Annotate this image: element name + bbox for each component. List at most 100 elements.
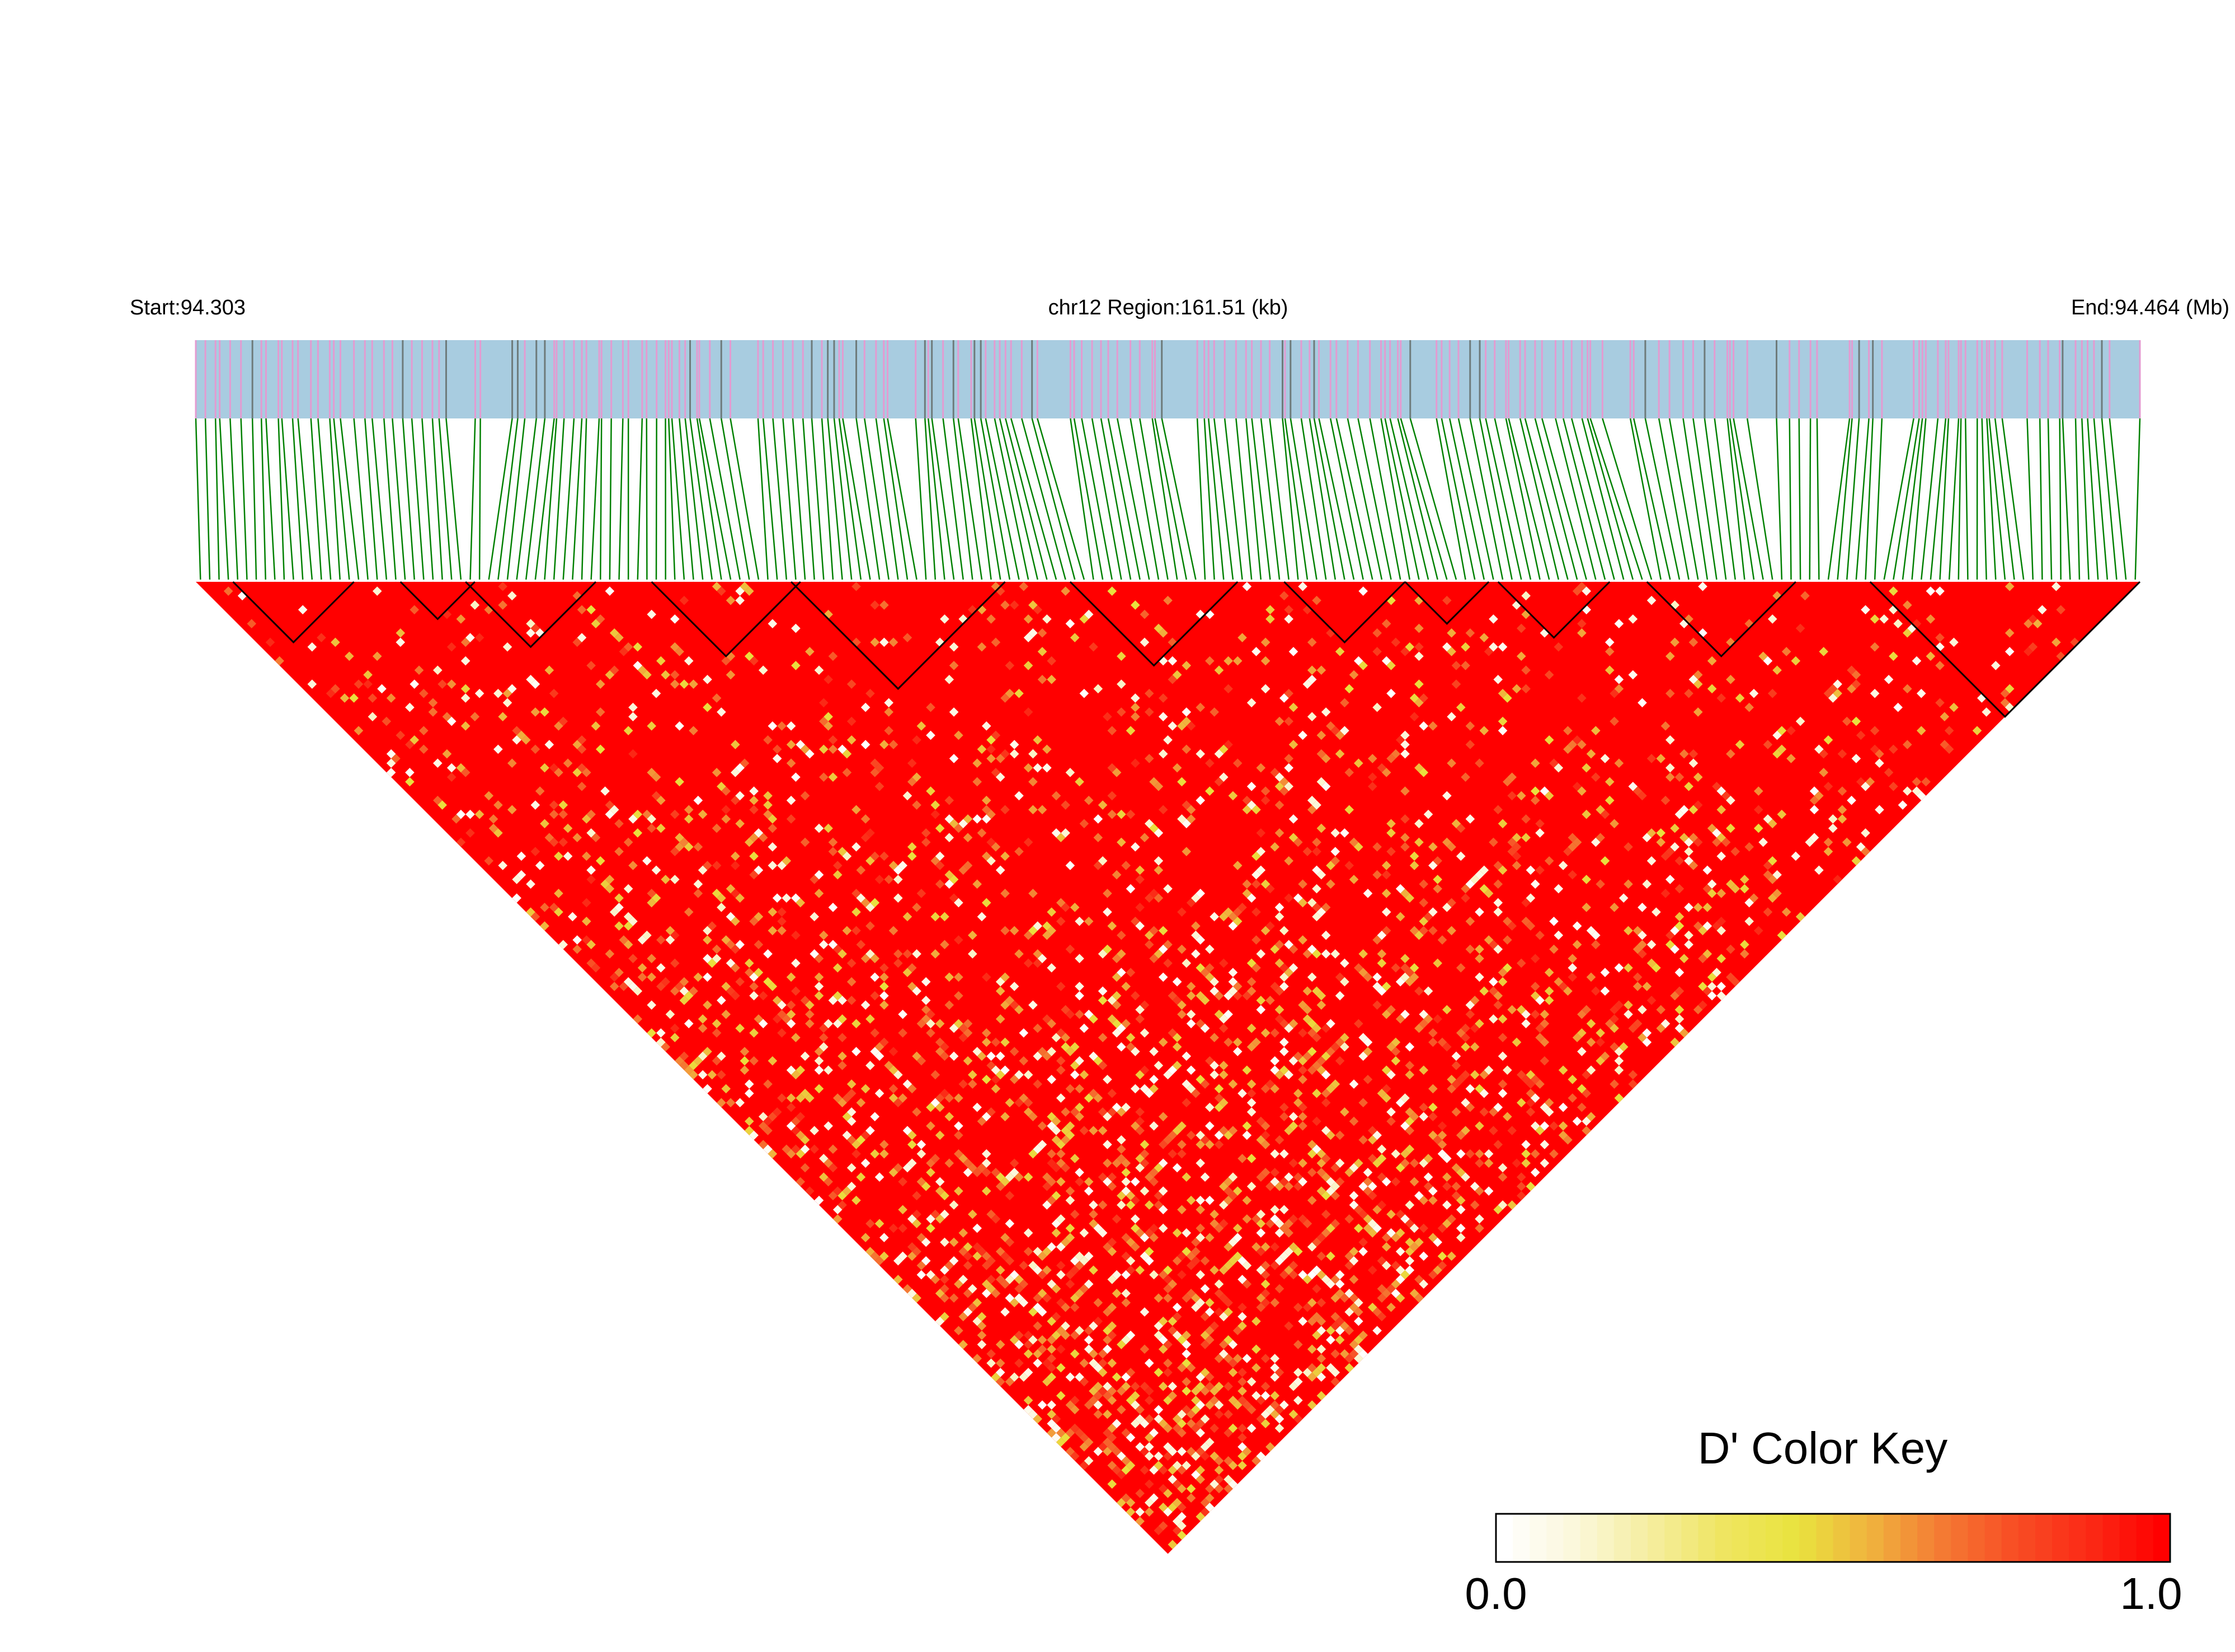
ld-cell [1372, 1158, 1382, 1168]
ld-cell [860, 1232, 871, 1242]
snp-connector [782, 418, 797, 580]
ld-cell [921, 837, 931, 847]
ld-cell [1568, 740, 1578, 750]
ld-cell [1196, 1232, 1206, 1242]
ld-cell [1224, 1242, 1233, 1252]
ld-cell [1037, 1121, 1047, 1131]
ld-cell [735, 1023, 745, 1033]
ld-cell [940, 1274, 949, 1284]
ld-cell [1335, 1158, 1345, 1168]
ld-cell [856, 1172, 866, 1182]
ld-cell [1149, 1428, 1159, 1438]
ld-cell [1335, 972, 1345, 982]
ld-cell [1288, 1056, 1298, 1066]
ld-cell [1354, 1204, 1363, 1215]
ld-cell [689, 679, 698, 689]
ld-cell [1442, 1005, 1452, 1015]
ld-cell [893, 1256, 903, 1266]
ld-cell [1614, 1000, 1624, 1010]
ld-cell [986, 744, 996, 754]
ld-cell [1326, 1186, 1335, 1196]
ld-cell [1614, 1047, 1624, 1056]
ld-cell [735, 586, 745, 596]
ld-cell [1005, 995, 1015, 1005]
ld-cell [986, 837, 996, 847]
ld-cell [1414, 679, 1424, 689]
ld-cell [1307, 1344, 1317, 1354]
ld-cell [707, 921, 717, 931]
ld-cell [1019, 1028, 1029, 1038]
ld-cell [818, 1033, 829, 1043]
ld-cell [981, 1288, 991, 1298]
ld-cell [1084, 1186, 1094, 1196]
ld-cell [1172, 1256, 1182, 1266]
ld-cell [1903, 684, 1912, 694]
ld-cell [1442, 1042, 1452, 1052]
ld-cell [940, 1237, 949, 1247]
ld-cell [888, 1223, 898, 1233]
ld-cell [986, 1274, 996, 1284]
ld-cell [916, 1056, 926, 1066]
ld-cell [1168, 1028, 1178, 1038]
ld-cell [1214, 749, 1224, 759]
ld-cell [1210, 1070, 1219, 1080]
ld-cell [1224, 1037, 1233, 1047]
ld-cell [1149, 1047, 1159, 1056]
ld-cell [1210, 1451, 1219, 1461]
ld-cell [1572, 1117, 1582, 1126]
ld-cell [1982, 707, 1991, 717]
ld-cell [768, 721, 778, 731]
ld-cell [1340, 1033, 1349, 1043]
ld-cell [1409, 926, 1419, 935]
ld-cell [456, 837, 466, 847]
ld-cell [1349, 1256, 1359, 1266]
ld-cell [786, 972, 796, 982]
ld-cell [1033, 1079, 1043, 1089]
ld-cell [1428, 1112, 1438, 1122]
ld-cell [1228, 977, 1238, 987]
ld-cell [907, 1130, 917, 1140]
ld-cell [1823, 782, 1833, 792]
ld-cell [679, 595, 689, 605]
ld-cell [1000, 1065, 1010, 1075]
ld-cell [1861, 605, 1870, 615]
ld-cell [1391, 1047, 1401, 1056]
ld-cell [1698, 954, 1707, 963]
ld-cell [1326, 1279, 1335, 1289]
ld-cell [1238, 902, 1247, 912]
ld-cell [879, 740, 889, 750]
ld-cell [1251, 935, 1261, 945]
ld-cell [1940, 740, 1950, 750]
color-key-swatch [1731, 1514, 1749, 1562]
ld-cell [1256, 865, 1266, 875]
ld-cell [1210, 912, 1219, 921]
ld-cell [1577, 628, 1587, 638]
ld-cell [1135, 1163, 1145, 1173]
ld-cell [493, 689, 503, 698]
snp-connector [1798, 418, 1801, 580]
ld-cell [977, 1330, 987, 1340]
ld-cell [1205, 1503, 1215, 1512]
ld-cell [814, 954, 824, 963]
ld-cell [1056, 1437, 1066, 1447]
ld-cell [1321, 902, 1331, 912]
ld-cell [623, 642, 633, 652]
snp-connector [1224, 418, 1243, 580]
ld-cell [1670, 823, 1679, 833]
ld-cell [1400, 740, 1410, 750]
ld-cell [846, 679, 857, 689]
ld-cell [1493, 898, 1503, 907]
ld-cell [1405, 893, 1415, 903]
ld-cell [800, 1135, 810, 1145]
ld-cell [1224, 1484, 1233, 1494]
ld-cell [1381, 860, 1391, 870]
ld-cell [1610, 689, 1619, 698]
ld-cell [1093, 1223, 1103, 1233]
ld-cell [1130, 1177, 1140, 1187]
ld-cell [1126, 884, 1136, 893]
ld-cell [1461, 1023, 1470, 1033]
ld-cell [1270, 1028, 1280, 1038]
ld-cell [1521, 898, 1531, 907]
ld-cell [1777, 726, 1787, 736]
ld-cell [1144, 707, 1154, 717]
